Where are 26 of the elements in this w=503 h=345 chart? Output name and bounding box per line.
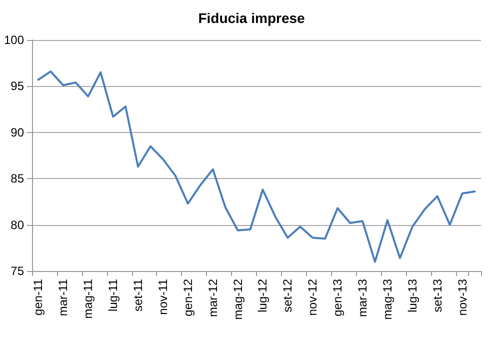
x-tick-label: set-13 <box>430 278 444 312</box>
x-tick-label: set-12 <box>280 278 295 312</box>
x-tick-label: mar-12 <box>206 278 220 318</box>
x-tick-label: gen-11 <box>31 278 46 316</box>
x-tick-label: lug-13 <box>405 278 420 312</box>
y-tick-label: 85 <box>10 172 24 186</box>
x-tick-label: mar-11 <box>56 278 70 316</box>
x-tick-label: lug-11 <box>106 278 120 312</box>
y-tick-label: 90 <box>10 125 24 140</box>
x-tick-label: nov-11 <box>156 278 170 315</box>
x-tick-label: nov-12 <box>306 278 320 316</box>
x-tick-label: mag-12 <box>230 278 245 320</box>
x-tick-label: mar-13 <box>356 278 370 318</box>
y-tick-label: 80 <box>10 218 24 232</box>
x-tick-label: nov-13 <box>455 278 470 316</box>
line-series <box>37 70 476 263</box>
y-tick-label: 75 <box>10 264 24 278</box>
x-tick-label: mag-13 <box>380 278 394 320</box>
y-tick-label: 100 <box>4 33 24 47</box>
x-tick-label: gen-13 <box>330 278 345 316</box>
chart-title: Fiducia imprese <box>198 10 306 26</box>
x-tick-label: mag-11 <box>81 278 96 319</box>
y-tick-label: 95 <box>10 79 24 94</box>
x-tick-label: set-11 <box>131 278 146 312</box>
x-tick-label: lug-12 <box>256 278 270 312</box>
x-tick-label: gen-12 <box>180 278 195 316</box>
